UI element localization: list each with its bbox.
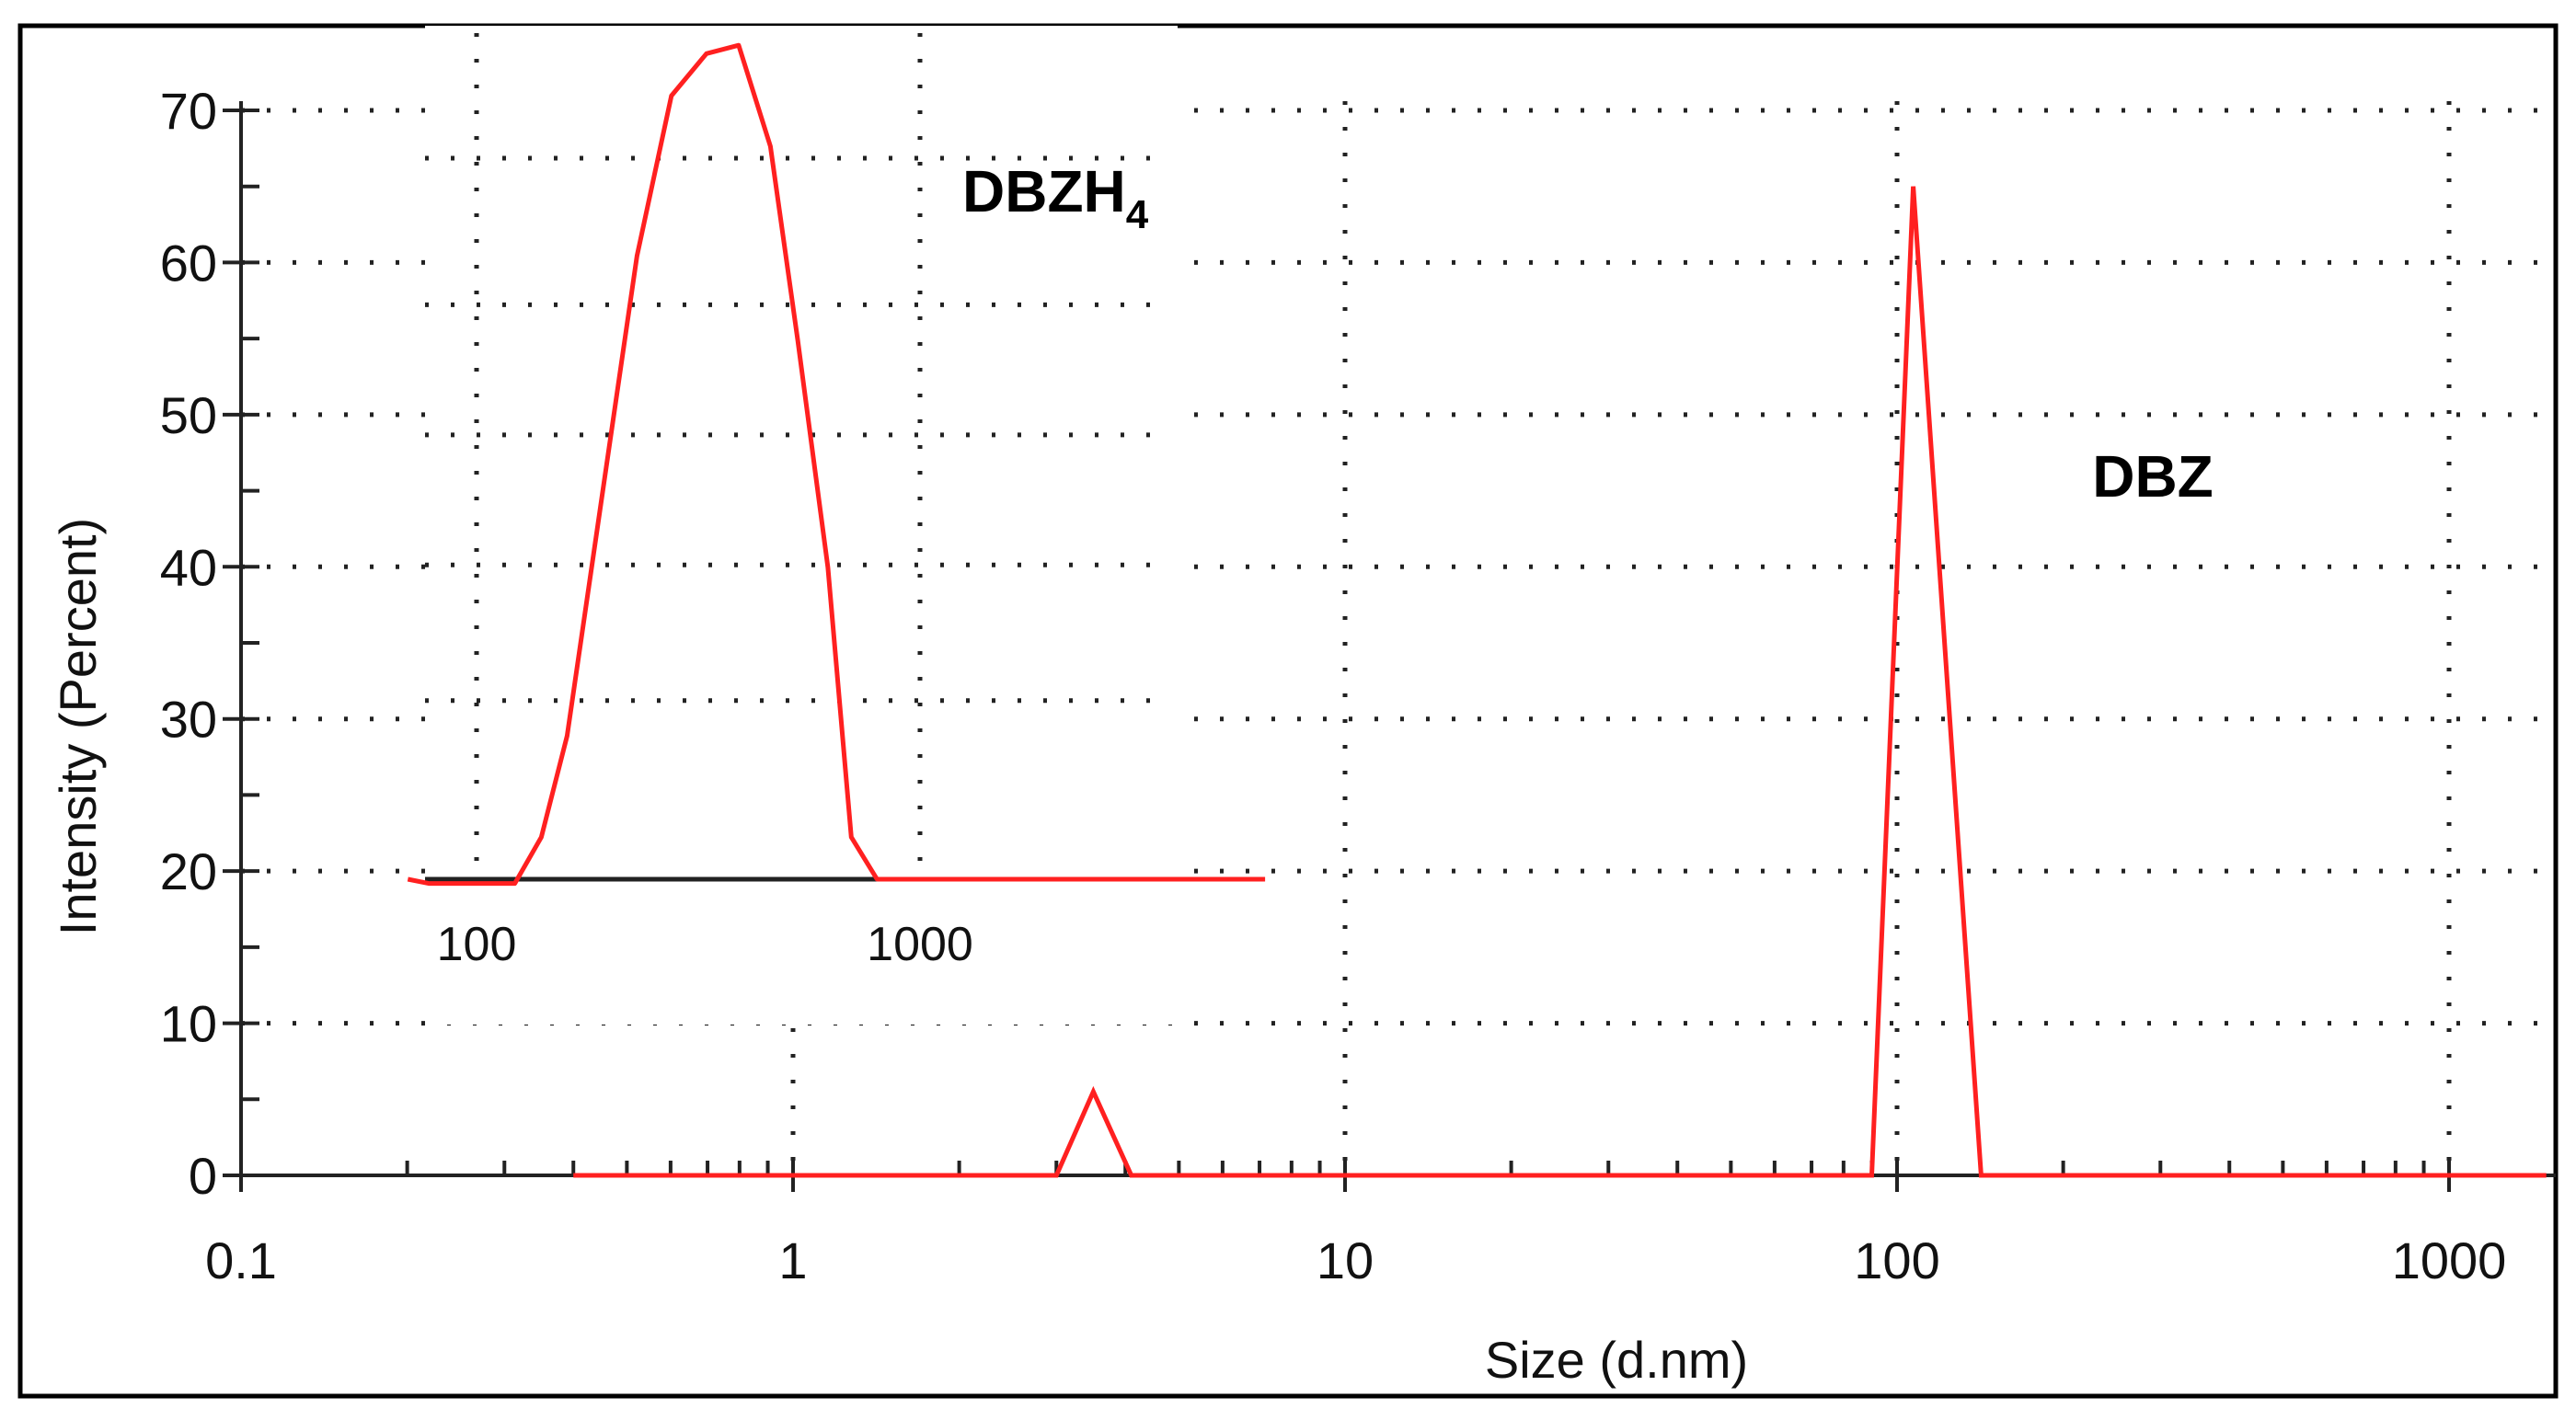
inset-series: [407, 42, 1266, 887]
inset-series-line: [407, 42, 1266, 887]
inset-chart: 100 1000 DBZH4: [407, 26, 1266, 1025]
y-tick-label: 20: [160, 842, 217, 900]
y-tick-label: 30: [160, 691, 217, 749]
x-axis-title: Size (d.nm): [1485, 1331, 1748, 1389]
x-tick-label: 100: [1854, 1231, 1939, 1289]
annotation-dbz: DBZ: [2092, 443, 2214, 510]
main-tick-labels: 0 10 20 30 40 50 60 70 0.1 1 10 100 1000: [160, 82, 2507, 1289]
annotation-dbzh4-subscript: 4: [1126, 192, 1149, 237]
y-tick-label: 10: [160, 995, 217, 1053]
inset-x-tick-label: 1000: [867, 918, 973, 971]
y-tick-label: 60: [160, 234, 217, 292]
inset-background: [425, 26, 1178, 1025]
x-tick-label: 0.1: [205, 1231, 277, 1289]
y-tick-label: 70: [160, 82, 217, 140]
figure-border: [17, 23, 2559, 1399]
y-tick-label: 50: [160, 386, 217, 444]
main-series: [573, 186, 2547, 1178]
x-tick-label: 1: [778, 1231, 807, 1289]
inset-x-tick-label: 100: [437, 918, 517, 971]
series-line: [573, 186, 2547, 1178]
annotation-dbzh4-main: DBZH: [962, 158, 1126, 224]
annotation-dbzh4: DBZH4: [962, 158, 1149, 237]
x-tick-label: 1000: [2392, 1231, 2507, 1289]
y-tick-label: 0: [189, 1147, 217, 1205]
x-tick-label: 10: [1317, 1231, 1374, 1289]
y-axis-title: Intensity (Percent): [49, 518, 107, 935]
inset-tick-labels: 100 1000: [437, 918, 973, 971]
y-tick-label: 40: [160, 538, 217, 596]
